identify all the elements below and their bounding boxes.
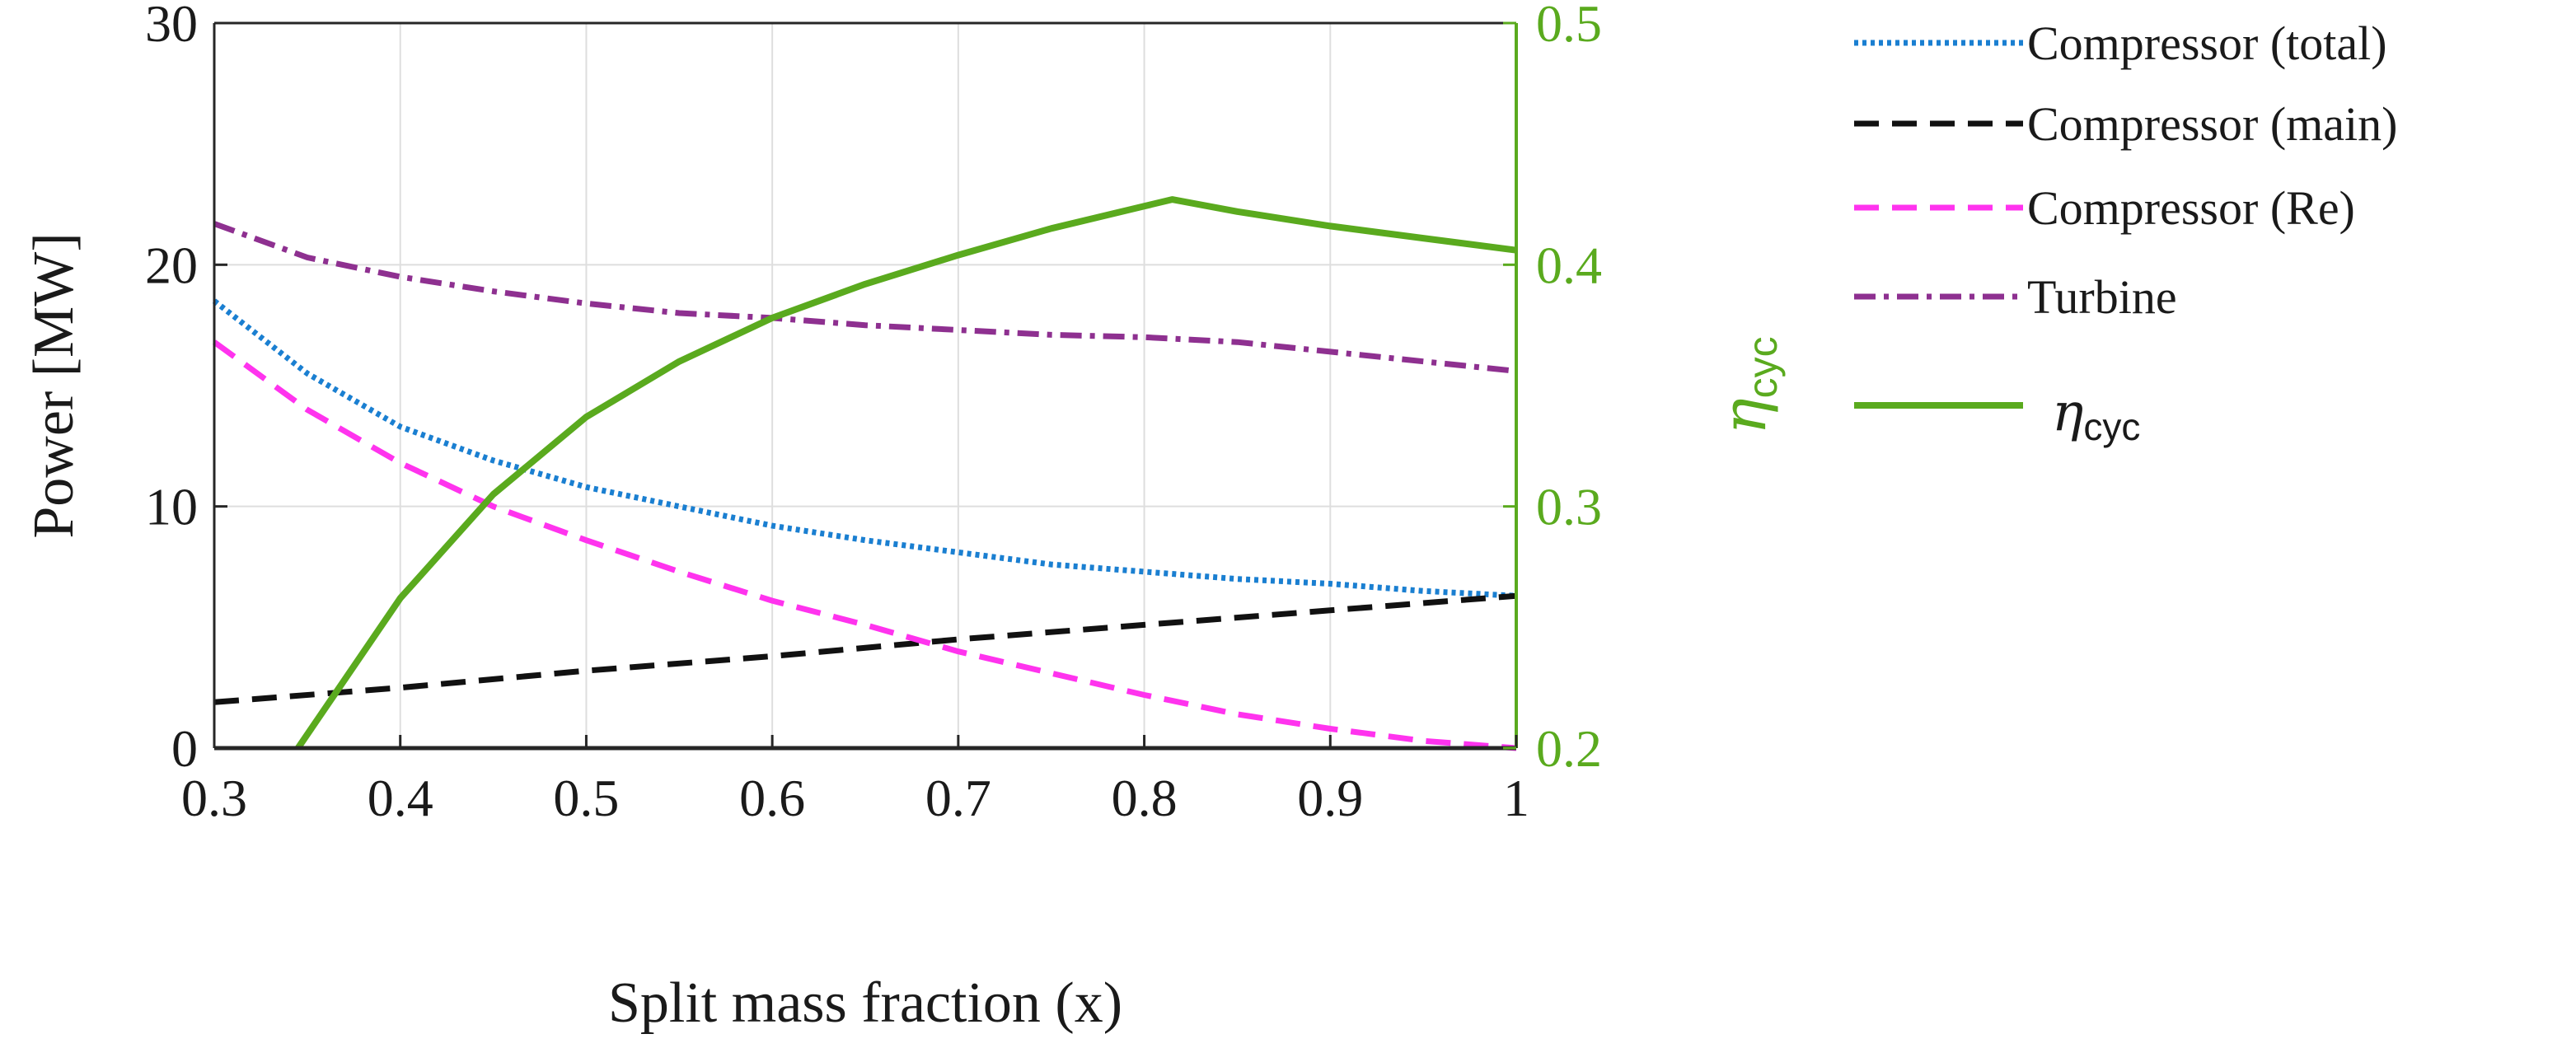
series-line-1 [213, 592, 1517, 705]
y-tick-label-1: 10 [145, 478, 198, 536]
legend-label-2: Compressor (Re) [2027, 181, 2355, 235]
x-tick-label-5: 0.8 [1112, 769, 1178, 827]
series-line-2 [212, 339, 1517, 751]
x-tick-label-0: 0.3 [181, 769, 247, 827]
y2-tick-label-0: 0.2 [1536, 719, 1602, 778]
x-tick-label-7: 1 [1503, 769, 1529, 827]
y-tick-label-0: 0 [171, 719, 198, 778]
series-line-0 [212, 298, 1517, 599]
y2-axis-title-subscript: cyc [1740, 336, 1786, 398]
series-line-4 [295, 196, 1517, 751]
y-tick-label-2: 20 [145, 236, 198, 294]
legend-label-0: Compressor (total) [2027, 16, 2387, 70]
plot-background [214, 23, 1516, 748]
y2-axis-title-symbol: η [1709, 398, 1780, 434]
grid-lines [214, 23, 1516, 748]
legend-label-4-subscript: cyc [2083, 405, 2140, 448]
legend-label-3: Turbine [2027, 270, 2177, 324]
x-axis-title: Split mass fraction (x) [608, 971, 1122, 1035]
y-axis-title: Power [MW] [22, 232, 86, 538]
y-tick-label-3: 30 [145, 0, 198, 53]
x-tick-label-3: 0.6 [739, 769, 805, 827]
x-tick-label-2: 0.5 [553, 769, 619, 827]
legend-label-4-symbol: η [2052, 382, 2083, 443]
legend-label-4: ηcyc [2052, 382, 2140, 448]
legend: Compressor (total) Compressor (main) Compr… [1854, 16, 2397, 448]
x-tick-label-1: 0.4 [368, 769, 433, 827]
legend-label-1: Compressor (main) [2027, 97, 2397, 151]
y2-tick-label-1: 0.3 [1536, 478, 1602, 536]
series-line-3 [213, 221, 1517, 374]
axes [213, 21, 1518, 751]
y2-tick-label-3: 0.5 [1536, 0, 1602, 53]
x-tick-label-4: 0.7 [925, 769, 991, 827]
y2-axis-title: ηcyc [1709, 336, 1786, 434]
tick-labels: 0.3 0.4 0.5 0.6 0.7 0.8 0.9 101020300.20.30.40.… [145, 0, 1602, 827]
series-layer [212, 196, 1517, 751]
x-tick-label-6: 0.9 [1297, 769, 1363, 827]
y2-tick-label-2: 0.4 [1536, 236, 1602, 294]
